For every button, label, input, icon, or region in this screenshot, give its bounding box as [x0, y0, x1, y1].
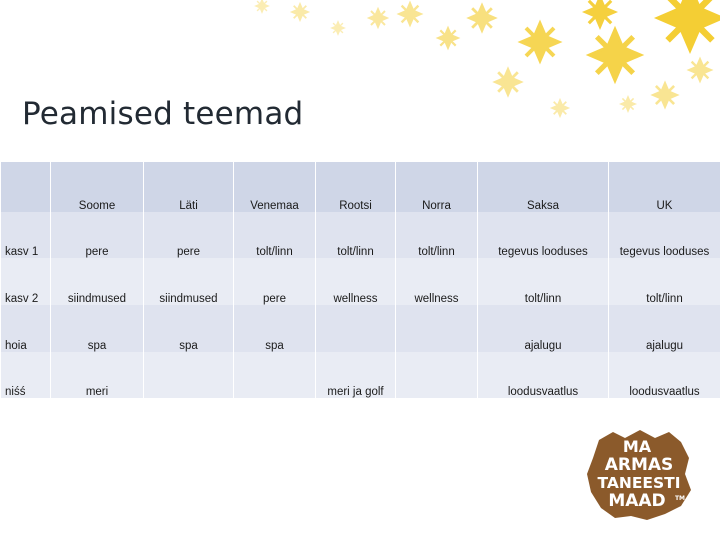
- column-header: Norra: [395, 162, 478, 212]
- logo-trademark: TM: [675, 495, 685, 502]
- table-cell: pere: [233, 258, 316, 305]
- row-label: kasv 1: [0, 212, 51, 258]
- column-header: Venemaa: [233, 162, 316, 212]
- table-cell: [395, 352, 478, 398]
- topics-table: Soome Läti Venemaa Rootsi Norra Saksa UK…: [0, 162, 720, 398]
- table-cell: ajalugu: [477, 305, 609, 352]
- table-cell: spa: [233, 305, 316, 352]
- table-cell: pere: [143, 212, 234, 258]
- table-cell: pere: [50, 212, 144, 258]
- table-cell: tolt/linn: [315, 212, 396, 258]
- table-cell: ajalugu: [608, 305, 720, 352]
- table-row: niśś meri meri ja golf loodusvaatlus loo…: [0, 352, 720, 398]
- table-row: kasv 2 siindmused siindmused pere wellne…: [0, 258, 720, 305]
- row-label: niśś: [0, 352, 51, 398]
- row-label: hoia: [0, 305, 51, 352]
- table-cell: spa: [143, 305, 234, 352]
- table-cell: siindmused: [50, 258, 144, 305]
- column-header: UK: [608, 162, 720, 212]
- table-header-row: Soome Läti Venemaa Rootsi Norra Saksa UK: [0, 162, 720, 212]
- column-header: Rootsi: [315, 162, 396, 212]
- table-cell: tolt/linn: [608, 258, 720, 305]
- table-cell: meri: [50, 352, 144, 398]
- row-label: kasv 2: [0, 258, 51, 305]
- table-cell: tolt/linn: [395, 212, 478, 258]
- logo-line-taneesti: TANEESTI: [597, 474, 680, 492]
- table-cell: tolt/linn: [477, 258, 609, 305]
- table-cell: meri ja golf: [315, 352, 396, 398]
- column-header: Läti: [143, 162, 234, 212]
- column-header: Saksa: [477, 162, 609, 212]
- table-cell: tegevus looduses: [608, 212, 720, 258]
- logo-line-maad: MAAD: [608, 491, 665, 511]
- table-cell: [395, 305, 478, 352]
- maa-armastan-eesti-logo: MA ARMAS TANEESTI MAAD TM: [587, 430, 691, 520]
- table-cell: [315, 305, 396, 352]
- table-cell: siindmused: [143, 258, 234, 305]
- table-cell: wellness: [315, 258, 396, 305]
- table-cell: spa: [50, 305, 144, 352]
- table-cell: tegevus looduses: [477, 212, 609, 258]
- table-cell: loodusvaatlus: [608, 352, 720, 398]
- table-cell: [233, 352, 316, 398]
- logo-line-armas: ARMAS: [605, 455, 674, 475]
- table-row: hoia spa spa spa ajalugu ajalugu: [0, 305, 720, 352]
- column-header: Soome: [50, 162, 144, 212]
- table-cell: wellness: [395, 258, 478, 305]
- table-cell: loodusvaatlus: [477, 352, 609, 398]
- logo-line-ma: MA: [623, 437, 652, 456]
- table-row: kasv 1 pere pere tolt/linn tolt/linn tol…: [0, 212, 720, 258]
- snowflake-decoration: [254, 0, 720, 118]
- table-cell: [143, 352, 234, 398]
- table-cell: tolt/linn: [233, 212, 316, 258]
- column-header: [0, 162, 51, 212]
- page-title: Peamised teemad: [22, 96, 304, 132]
